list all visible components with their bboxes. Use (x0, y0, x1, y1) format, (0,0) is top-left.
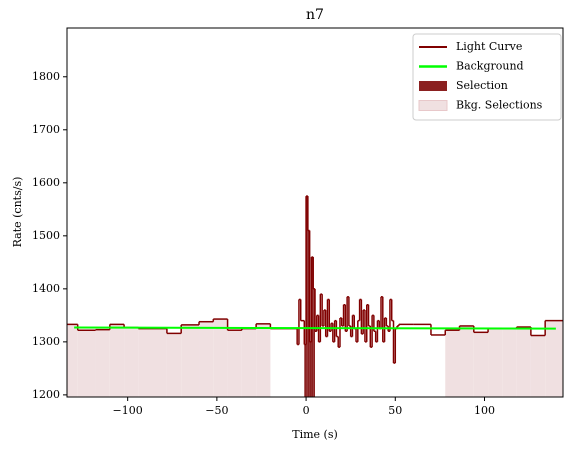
selection-fill (445, 330, 460, 397)
selection-fill (309, 341, 312, 397)
legend-swatch (418, 100, 448, 111)
y-axis-label: Rate (cnts/s) (11, 177, 24, 248)
selection-fill (95, 329, 110, 397)
y-tick-label: 1800 (32, 70, 60, 83)
chart-title: n7 (306, 7, 324, 23)
x-tick-label: 0 (303, 404, 310, 417)
selection-fill (488, 328, 503, 397)
selection-fill (313, 288, 315, 397)
selection-fill (256, 323, 271, 397)
legend-box (412, 33, 562, 121)
x-tick-label: 50 (388, 404, 402, 417)
selection-fill (124, 327, 139, 397)
selection-fill (241, 328, 257, 397)
selection-fill (502, 328, 517, 397)
selection-fill (545, 320, 563, 397)
background-line (74, 326, 556, 330)
plot-frame (66, 27, 564, 398)
selection-fill (227, 330, 242, 397)
selection-fill (67, 324, 78, 397)
legend-label: Background (456, 60, 524, 73)
selection-fill (181, 324, 200, 397)
x-tick-label: −100 (113, 404, 143, 417)
selection-fill (516, 327, 531, 397)
selection-fill (311, 257, 314, 397)
y-tick-label: 1500 (32, 229, 60, 242)
legend-label: Light Curve (456, 40, 522, 53)
selection-fill (473, 332, 489, 397)
selection-fill (459, 325, 474, 397)
x-tick-label: 100 (474, 404, 495, 417)
selection-fill (109, 324, 125, 397)
y-tick-label: 1400 (32, 282, 60, 295)
x-axis-label: Time (s) (292, 428, 338, 441)
y-tick-label: 1600 (32, 176, 60, 189)
selection-fill (138, 328, 167, 397)
plot-area (67, 195, 563, 397)
y-tick-label: 1200 (32, 388, 60, 401)
x-tick-label: −50 (205, 404, 228, 417)
selection-fill (530, 335, 546, 397)
selection-fill (213, 319, 228, 397)
selection-fill (77, 330, 96, 397)
legend-swatch (419, 81, 447, 91)
selection-fill (306, 196, 308, 397)
legend-label: Selection (456, 79, 508, 92)
y-tick-label: 1700 (32, 123, 60, 136)
selection-fill (199, 321, 214, 397)
selection-fill (304, 344, 307, 397)
y-tick-label: 1300 (32, 335, 60, 348)
selection-fill (307, 230, 310, 397)
selection-fill (166, 333, 182, 397)
legend-label: Bkg. Selections (456, 99, 543, 112)
